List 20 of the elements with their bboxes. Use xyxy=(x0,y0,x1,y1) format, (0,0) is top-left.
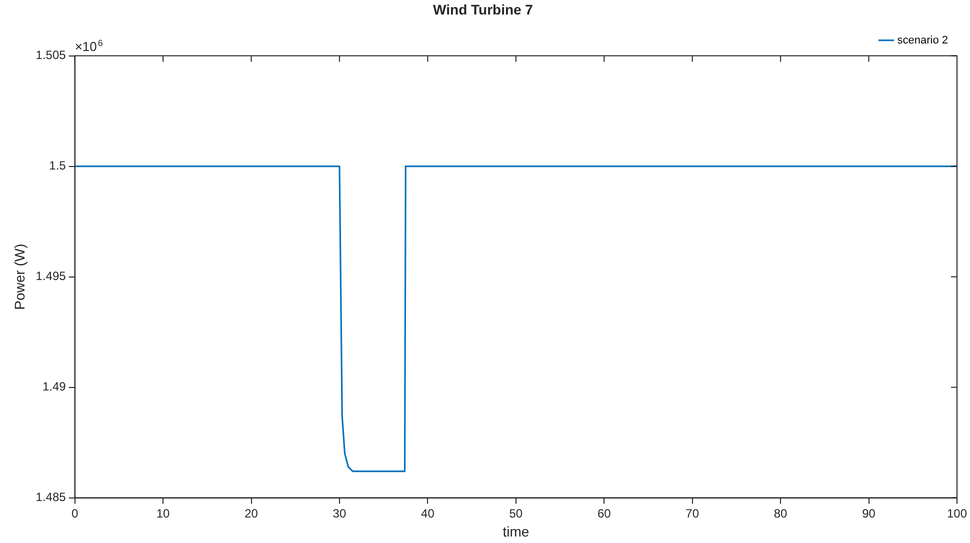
x-tick-label: 20 xyxy=(244,506,258,520)
x-tick-label: 0 xyxy=(71,506,78,520)
x-tick-label: 90 xyxy=(862,506,876,520)
y-tick-label: 1.505 xyxy=(36,48,66,62)
x-tick-label: 40 xyxy=(421,506,435,520)
legend-label: scenario 2 xyxy=(897,34,948,46)
x-tick-label: 30 xyxy=(332,506,346,520)
y-axis-title: Power (W) xyxy=(11,244,28,310)
x-axis-title: time xyxy=(502,523,530,540)
y-tick-label: 1.485 xyxy=(36,490,66,504)
x-tick-label: 50 xyxy=(509,506,523,520)
y-tick-label: 1.49 xyxy=(42,380,66,394)
x-tick-label: 100 xyxy=(946,506,968,520)
chart-title: Wind Turbine 7 xyxy=(433,1,534,18)
y-tick-label: 1.495 xyxy=(36,269,66,284)
x-tick-label: 80 xyxy=(774,506,788,520)
y-tick-label: 1.5 xyxy=(49,158,66,173)
x-tick-label: 10 xyxy=(156,506,170,520)
x-tick-label: 60 xyxy=(597,506,612,520)
x-tick-label: 70 xyxy=(686,506,700,520)
